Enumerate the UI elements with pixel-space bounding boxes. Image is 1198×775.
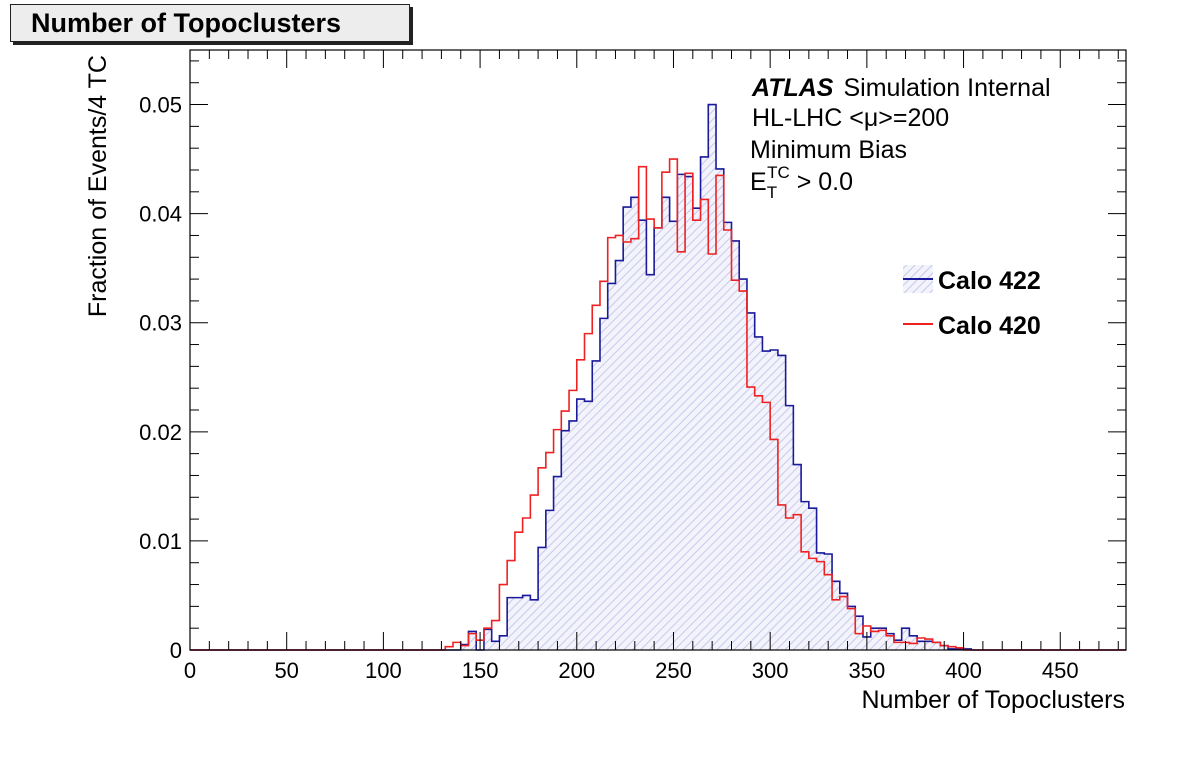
legend-entry-calo-422: Calo 422 (903, 265, 1041, 295)
x-tick-label: 400 (945, 658, 982, 683)
x-axis-label: Number of Topoclusters (861, 686, 1125, 714)
legend-label-calo-422: Calo 422 (938, 267, 1041, 295)
et-subscript: T (767, 183, 777, 202)
chart-title-box: Number of Topoclusters (10, 4, 410, 42)
y-tick-label: 0.01 (139, 529, 182, 554)
et-superscript: TC (767, 163, 790, 182)
atlas-label: ATLAS (751, 74, 834, 102)
legend-label-calo-420: Calo 420 (938, 312, 1041, 340)
x-tick-label: 100 (365, 658, 402, 683)
y-tick-label: 0.03 (139, 311, 182, 336)
y-tick-label: 0.04 (139, 202, 182, 227)
series-line-calo-422 (190, 103, 1126, 651)
svg-text:ETTC > 0.0: ETTC > 0.0 (750, 163, 853, 202)
et-symbol: E (750, 168, 767, 196)
plot-frame (189, 49, 1127, 651)
et-threshold: > 0.0 (790, 168, 853, 196)
x-tick-label: 300 (752, 658, 789, 683)
legend: Calo 422 Calo 420 (903, 265, 1041, 340)
annotation-line-2: HL-LHC <μ>=200 (752, 104, 949, 132)
y-tick-label: 0 (170, 638, 182, 663)
x-tick-label: 150 (462, 658, 499, 683)
x-tick-label: 450 (1042, 658, 1079, 683)
series-line-calo-420 (190, 158, 1126, 651)
x-tick-label: 0 (184, 658, 196, 683)
x-tick-label: 350 (849, 658, 886, 683)
x-tick-label: 50 (274, 658, 298, 683)
atlas-suffix: Simulation Internal (843, 74, 1050, 102)
series-fill-calo-422 (445, 104, 972, 650)
y-tick-label: 0.05 (139, 93, 182, 118)
annotation-block: ATLAS Simulation Internal HL-LHC <μ>=200 … (750, 74, 1051, 202)
legend-entry-calo-420: Calo 420 (903, 312, 1041, 340)
x-tick-label: 250 (655, 658, 692, 683)
y-tick-label: 0.02 (139, 420, 182, 445)
y-axis-label: Fraction of Events/4 TC (84, 55, 112, 317)
annotation-line-3: Minimum Bias (750, 136, 907, 164)
x-tick-label: 200 (558, 658, 595, 683)
